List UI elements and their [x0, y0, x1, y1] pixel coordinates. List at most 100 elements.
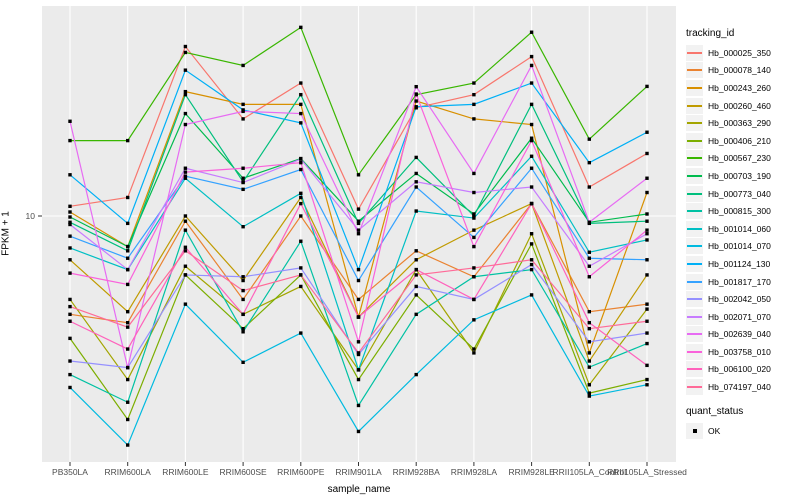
data-point-marker	[68, 372, 72, 377]
data-point-marker	[472, 117, 476, 121]
data-point-marker	[472, 212, 476, 216]
data-point-marker	[299, 273, 303, 277]
legend-key	[686, 273, 703, 290]
data-point-marker	[241, 278, 245, 283]
data-point-marker	[529, 63, 534, 68]
legend-item-label: OK	[708, 425, 721, 436]
data-point-marker	[587, 391, 591, 395]
legend-key-line	[687, 139, 702, 142]
data-point-marker	[414, 273, 418, 277]
data-point-marker	[529, 201, 534, 206]
data-point-marker	[299, 167, 303, 172]
data-point-marker	[587, 394, 591, 398]
data-point-marker	[356, 368, 361, 372]
data-point-marker	[414, 258, 418, 262]
legend-item: Hb_000406_210	[686, 132, 798, 150]
data-point-marker	[356, 278, 361, 283]
data-point-marker	[126, 325, 130, 329]
legend-key	[686, 343, 703, 360]
data-point-marker	[183, 50, 188, 55]
data-point-marker	[126, 138, 130, 143]
data-point-marker	[414, 99, 418, 103]
data-point-marker	[126, 309, 130, 314]
legend-key-line	[687, 315, 702, 318]
data-point-marker	[529, 232, 534, 236]
legend-item-label: Hb_074197_040	[708, 382, 771, 393]
legend-key	[686, 220, 703, 237]
data-point-marker	[414, 180, 418, 184]
data-point-marker	[356, 340, 361, 344]
data-point-marker	[645, 190, 649, 195]
data-point-marker	[241, 360, 245, 365]
legend-key-line	[687, 122, 702, 125]
data-point-marker	[414, 293, 418, 297]
data-point-marker	[472, 266, 476, 270]
data-point-marker	[299, 331, 303, 335]
legend-key	[686, 97, 703, 114]
legend-item: Hb_000078_140	[686, 62, 798, 80]
legend-item-label: Hb_000363_290	[708, 118, 771, 129]
legend-key	[686, 132, 703, 149]
legend-key-line	[687, 262, 702, 265]
data-point-marker	[587, 137, 591, 141]
square-marker-icon	[692, 428, 697, 433]
data-point-marker	[126, 377, 130, 382]
data-point-marker	[126, 195, 130, 200]
legend-key	[686, 308, 703, 325]
data-point-marker	[241, 275, 245, 279]
legend-key	[686, 44, 703, 61]
data-point-marker	[529, 267, 534, 272]
data-point-marker	[126, 320, 130, 325]
legend-key-line	[687, 333, 702, 336]
data-point-marker	[356, 377, 361, 382]
data-point-marker	[645, 219, 649, 223]
data-point-marker	[414, 209, 418, 213]
data-point-marker	[299, 160, 303, 165]
legend-key-line	[687, 210, 702, 213]
data-point-marker	[587, 256, 591, 260]
data-point-marker	[68, 210, 72, 214]
data-point-marker	[587, 220, 591, 224]
legend-key	[686, 255, 703, 272]
data-point-marker	[356, 173, 361, 177]
data-point-marker	[68, 258, 72, 262]
data-point-marker	[183, 111, 188, 116]
data-point-marker	[472, 244, 476, 249]
legend-key	[686, 291, 703, 308]
data-point-marker	[529, 136, 534, 140]
data-point-marker	[472, 102, 476, 107]
legend-item-label: Hb_000815_300	[708, 206, 771, 217]
data-point-marker	[183, 249, 188, 253]
legend-key	[686, 62, 703, 79]
x-tick-label: RRIM928BA	[393, 467, 441, 477]
data-point-marker	[241, 117, 245, 121]
data-point-marker	[414, 171, 418, 176]
x-tick-label: RRIM928LE	[508, 467, 555, 477]
legend-item: Hb_001817_170	[686, 273, 798, 291]
data-point-marker	[183, 214, 188, 218]
data-point-marker	[68, 138, 72, 143]
legend-item: Hb_000363_290	[686, 114, 798, 132]
data-point-marker	[241, 225, 245, 229]
x-tick-label: RRIM600LE	[162, 467, 209, 477]
data-point-marker	[645, 319, 649, 323]
data-point-marker	[645, 341, 649, 346]
data-point-marker	[126, 256, 130, 260]
legend-key-line	[687, 350, 702, 353]
data-point-marker	[241, 312, 245, 317]
data-point-marker	[241, 326, 245, 331]
data-point-marker	[183, 92, 188, 97]
data-point-marker	[645, 176, 649, 180]
data-point-marker	[587, 275, 591, 279]
legend-item-label: Hb_001817_170	[708, 276, 771, 287]
data-point-marker	[299, 201, 303, 206]
data-point-marker	[241, 297, 245, 302]
data-point-marker	[183, 245, 188, 249]
legend-item: Hb_000773_040	[686, 185, 798, 203]
data-point-marker	[183, 44, 188, 49]
data-point-marker	[645, 273, 649, 277]
data-point-marker	[645, 212, 649, 216]
legend-key-line	[687, 157, 702, 160]
data-point-marker	[241, 63, 245, 68]
